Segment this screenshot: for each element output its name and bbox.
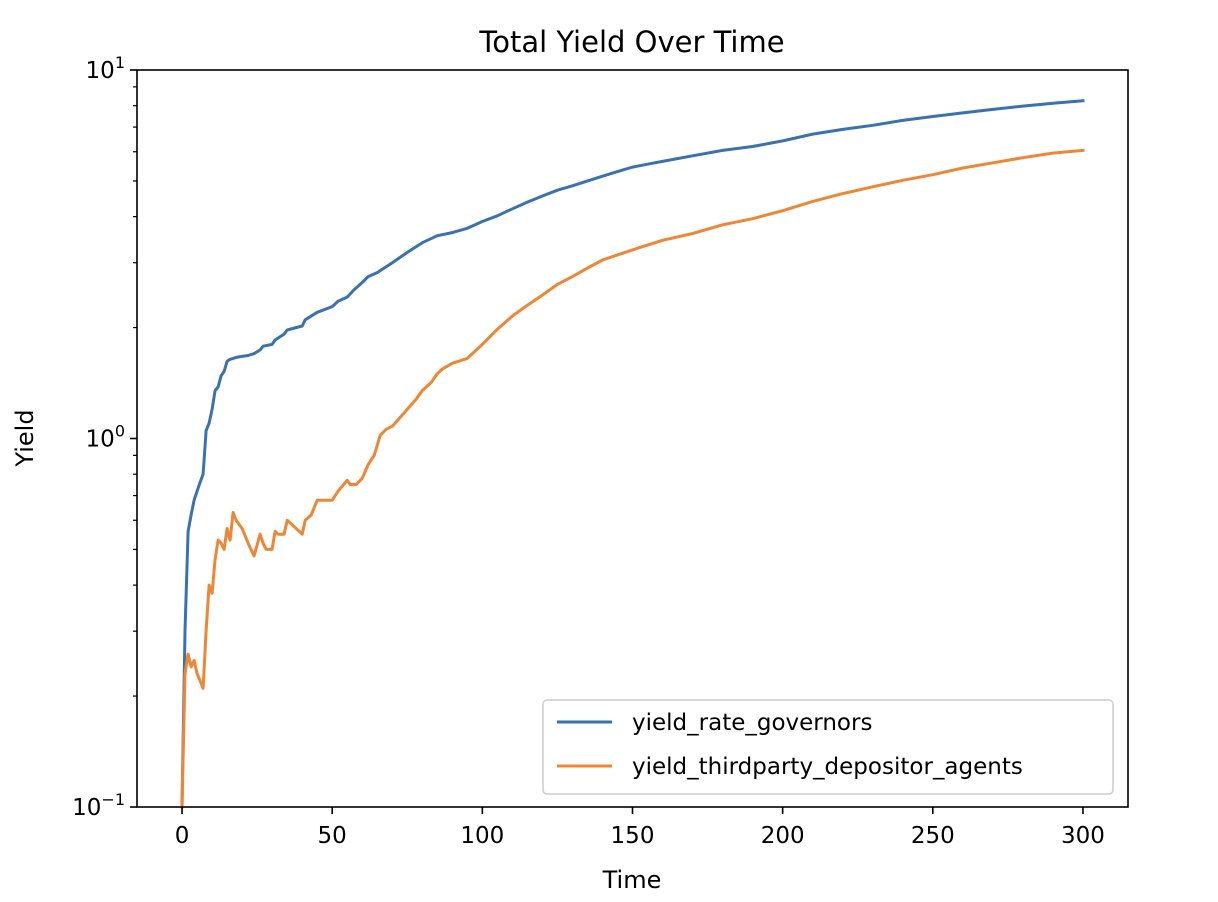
chart-title: Total Yield Over Time bbox=[478, 25, 784, 59]
x-tick-label: 200 bbox=[761, 823, 805, 849]
series-line-yield-thirdparty-depositor-agents bbox=[180, 148, 1085, 809]
x-tick-label: 50 bbox=[318, 823, 347, 849]
y-tick-label: 100 bbox=[86, 422, 125, 453]
y-axis-ticks: 10−1 100 101 bbox=[72, 53, 137, 821]
legend-box bbox=[542, 699, 1114, 795]
series-line-yield-rate-governors bbox=[180, 99, 1085, 809]
x-tick-label: 0 bbox=[175, 823, 190, 849]
x-axis-label: Time bbox=[602, 866, 662, 894]
legend-label-yield-rate-governors: yield_rate_governors bbox=[632, 710, 872, 736]
legend: yield_rate_governors yield_thirdparty_de… bbox=[542, 699, 1114, 795]
x-axis-ticks: 0 50 100 150 200 250 300 bbox=[175, 807, 1105, 849]
legend-label-yield-thirdparty-depositor-agents: yield_thirdparty_depositor_agents bbox=[632, 754, 1023, 780]
y-axis-label: Yield bbox=[11, 409, 39, 467]
y-tick-label: 101 bbox=[86, 53, 125, 84]
x-tick-label: 250 bbox=[911, 823, 955, 849]
x-tick-label: 150 bbox=[611, 823, 655, 849]
x-tick-label: 300 bbox=[1061, 823, 1105, 849]
x-tick-label: 100 bbox=[460, 823, 504, 849]
series-layer bbox=[180, 99, 1085, 809]
y-tick-label: 10−1 bbox=[72, 790, 125, 821]
